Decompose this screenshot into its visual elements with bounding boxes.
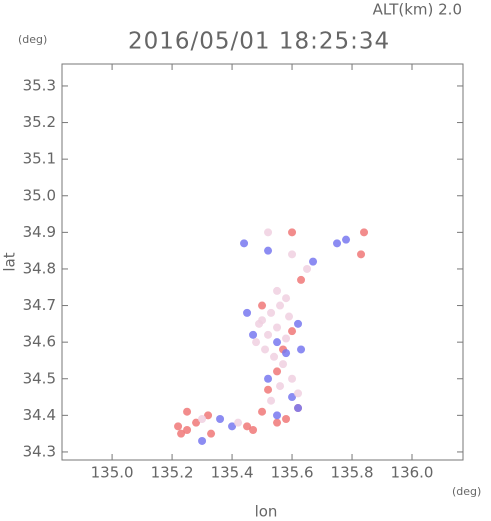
- x-tick-label: 135.0: [91, 464, 134, 482]
- chart-title: 2016/05/01 18:25:34: [128, 29, 390, 55]
- echo-cell: [252, 338, 261, 347]
- echo-cell: [279, 360, 288, 369]
- echo-cell: [288, 327, 297, 336]
- x-unit: (deg): [452, 485, 481, 498]
- y-tick-label: 34.9: [23, 223, 56, 241]
- y-tick-label: 35.1: [23, 150, 56, 168]
- echo-cell: [360, 228, 369, 237]
- echo-cell: [357, 250, 366, 259]
- echo-cell: [273, 418, 282, 427]
- echo-cell: [264, 385, 273, 394]
- echo-cell: [333, 239, 342, 248]
- y-tick-label: 34.3: [23, 442, 56, 460]
- echo-cell: [240, 239, 249, 248]
- echo-cell: [294, 319, 303, 328]
- echo-cell: [264, 330, 273, 339]
- x-tick-label: 135.4: [211, 464, 254, 482]
- echo-cell: [285, 312, 294, 321]
- echo-cell: [303, 264, 312, 273]
- echo-cell: [294, 389, 303, 398]
- y-axis-label: lat: [1, 252, 19, 271]
- echo-cell: [267, 308, 276, 317]
- y-tick-label: 34.7: [23, 296, 56, 314]
- echo-cell: [267, 396, 276, 405]
- y-tick-label: 35.3: [23, 76, 56, 94]
- echo-cell: [243, 308, 252, 317]
- x-tick-label: 135.2: [151, 464, 194, 482]
- echo-cell: [288, 374, 297, 383]
- echo-cell: [282, 294, 291, 303]
- echo-cell: [270, 352, 279, 361]
- echo-cell: [207, 429, 216, 438]
- echo-cell: [258, 301, 267, 310]
- echo-cell: [297, 345, 306, 354]
- echo-cell: [249, 425, 258, 434]
- x-tick-label: 135.8: [331, 464, 374, 482]
- echo-cell: [264, 374, 273, 383]
- echo-cell: [183, 425, 192, 434]
- echo-cell: [243, 422, 252, 431]
- echo-cell: [204, 411, 213, 420]
- y-tick-label: 34.8: [23, 259, 56, 277]
- y-tick-label: 34.6: [23, 333, 56, 351]
- x-axis-label: lon: [255, 503, 278, 521]
- echo-cell: [258, 407, 267, 416]
- echo-cell: [288, 250, 297, 259]
- echo-cell: [255, 319, 264, 328]
- echo-cell: [273, 323, 282, 332]
- echo-cell: [342, 235, 351, 244]
- x-tick-label: 136.0: [391, 464, 434, 482]
- echo-cell: [273, 411, 282, 420]
- echo-cell: [288, 393, 297, 402]
- echo-cell: [273, 367, 282, 376]
- echo-cell: [177, 429, 186, 438]
- echo-cell: [282, 334, 291, 343]
- echo-cell: [264, 228, 273, 237]
- echo-cell: [264, 246, 273, 255]
- y-tick-label: 34.4: [23, 406, 56, 424]
- echo-cell: [198, 436, 207, 445]
- echo-cell: [276, 382, 285, 391]
- echo-cell: [234, 418, 243, 427]
- echo-cell: [282, 349, 291, 358]
- y-tick-label: 34.5: [23, 369, 56, 387]
- echo-cell: [216, 415, 225, 424]
- chart-subtitle: ALT(km) 2.0: [373, 1, 462, 19]
- echo-cell: [294, 404, 303, 413]
- echo-cell: [309, 257, 318, 266]
- echo-cell: [297, 275, 306, 284]
- echo-cell: [276, 301, 285, 310]
- echo-cell: [273, 338, 282, 347]
- echo-cell: [288, 228, 297, 237]
- y-tick-label: 35.2: [23, 113, 56, 131]
- y-unit: (deg): [18, 33, 47, 46]
- echo-cell: [273, 286, 282, 295]
- plot-frame: [61, 63, 464, 461]
- echo-cell: [192, 418, 201, 427]
- echo-cell: [183, 407, 192, 416]
- x-tick-label: 135.6: [271, 464, 314, 482]
- echo-cell: [174, 422, 183, 431]
- echo-cell: [261, 345, 270, 354]
- echo-cell: [249, 330, 258, 339]
- echo-cell: [282, 415, 291, 424]
- echo-cell: [228, 422, 237, 431]
- y-tick-label: 35.0: [23, 186, 56, 204]
- echo-cell: [198, 415, 207, 424]
